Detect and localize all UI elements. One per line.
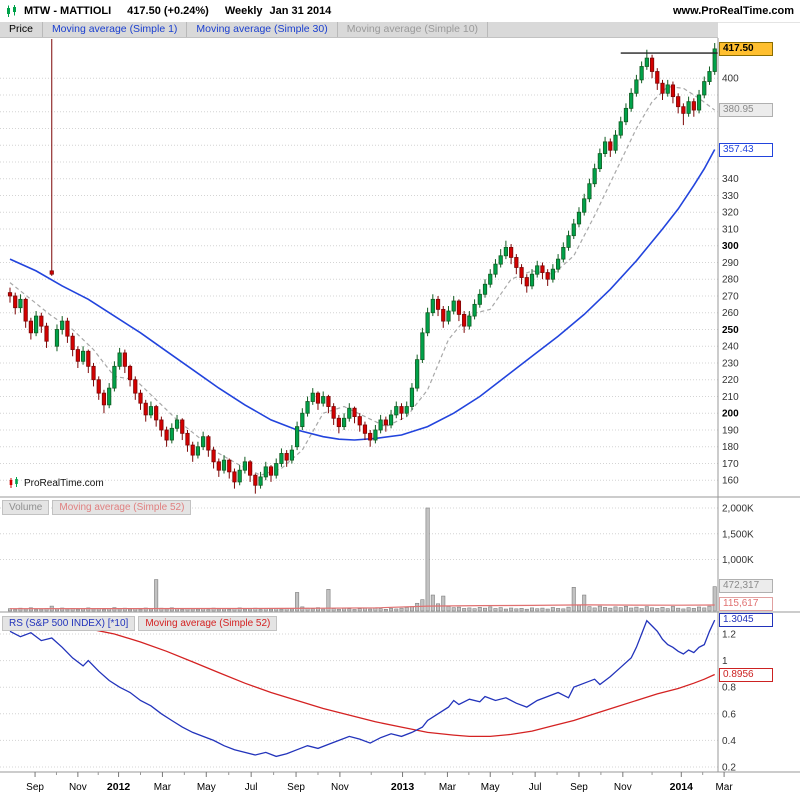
legend-ma-simple-30[interactable]: Moving average (Simple 30): [187, 22, 338, 37]
svg-text:2014: 2014: [670, 781, 694, 793]
ma10-line: [9, 85, 716, 476]
svg-text:330: 330: [722, 191, 739, 202]
svg-text:400: 400: [722, 74, 739, 85]
svg-text:1,500K: 1,500K: [722, 529, 754, 540]
svg-text:Sep: Sep: [26, 782, 44, 793]
volume-bars: [8, 507, 717, 612]
volume-ma-value-box: 115,617: [719, 597, 773, 611]
volume-ma-line: [9, 604, 715, 610]
svg-text:Nov: Nov: [69, 782, 87, 793]
rs-ma-line: [9, 625, 715, 738]
x-axis: Sep Nov 2012 Mar May Jul Sep Nov 2013 Mar May Jul Se…: [26, 772, 733, 793]
right-axis-labels: 160 170 180 190 200 210 220 230 240 250 260 270 280 2…: [722, 74, 754, 774]
ma30-value-box: 357.43: [719, 143, 773, 157]
svg-text:0.2: 0.2: [722, 763, 736, 774]
symbol-title: MTW - MATTIOLI: [24, 5, 112, 17]
pane-separators: [0, 21, 800, 773]
price-pane-legend: Price Moving average (Simple 1) Moving a…: [0, 22, 718, 38]
ma30-line: [9, 149, 716, 441]
svg-text:2013: 2013: [391, 781, 415, 793]
candlestick-icon: [5, 4, 19, 18]
legend-rs-ma-simple-52[interactable]: Moving average (Simple 52): [138, 616, 278, 631]
volume-value-box: 472,317: [719, 579, 773, 593]
ma10-value-box: 380.95: [719, 103, 773, 117]
svg-text:280: 280: [722, 275, 739, 286]
timeframe-label: Weekly: [224, 5, 263, 17]
legend-rs-sp500[interactable]: RS (S&P 500 INDEX) [*10]: [2, 616, 136, 631]
svg-text:190: 190: [722, 425, 739, 436]
svg-text:230: 230: [722, 358, 739, 369]
svg-text:1.2: 1.2: [722, 630, 736, 641]
svg-text:320: 320: [722, 208, 739, 219]
svg-text:160: 160: [722, 476, 739, 487]
svg-text:Jul: Jul: [245, 782, 258, 793]
svg-text:210: 210: [722, 392, 739, 403]
svg-text:0.8: 0.8: [722, 683, 736, 694]
legend-ma-simple-10[interactable]: Moving average (Simple 10): [338, 22, 489, 37]
svg-text:2012: 2012: [107, 781, 131, 793]
svg-text:Sep: Sep: [287, 782, 305, 793]
legend-volume-ma-simple-52[interactable]: Moving average (Simple 52): [52, 500, 192, 515]
legend-ma-simple-1[interactable]: Moving average (Simple 1): [43, 22, 188, 37]
last-price-change: 417.50 (+0.24%): [127, 5, 209, 17]
svg-text:170: 170: [722, 459, 739, 470]
last-price-box: 417.50: [719, 42, 773, 56]
rs-line: [9, 619, 716, 758]
svg-text:1,000K: 1,000K: [722, 555, 754, 566]
svg-text:290: 290: [722, 258, 739, 269]
prorealtime-logo-icon: [9, 477, 18, 488]
watermark-text: ProRealTime.com: [24, 477, 104, 489]
rs-ma-value-box: 0.8956: [719, 668, 773, 682]
svg-text:270: 270: [722, 291, 739, 302]
svg-text:250: 250: [722, 325, 739, 336]
svg-text:Nov: Nov: [614, 782, 632, 793]
svg-text:340: 340: [722, 174, 739, 185]
rs-value-box: 1.3045: [719, 613, 773, 627]
svg-text:240: 240: [722, 342, 739, 353]
svg-text:Mar: Mar: [439, 782, 457, 793]
svg-text:0.4: 0.4: [722, 736, 736, 747]
volume-pane-legend: Volume Moving average (Simple 52): [2, 500, 194, 515]
svg-text:300: 300: [722, 241, 739, 252]
svg-text:0.6: 0.6: [722, 709, 736, 720]
svg-text:1: 1: [722, 656, 728, 667]
legend-volume[interactable]: Volume: [2, 500, 50, 515]
rs-pane-legend: RS (S&P 500 INDEX) [*10] Moving average …: [2, 616, 280, 631]
date-label: Jan 31 2014: [269, 5, 332, 17]
svg-text:Sep: Sep: [570, 782, 588, 793]
svg-text:260: 260: [722, 308, 739, 319]
svg-text:May: May: [481, 782, 500, 793]
svg-text:2,000K: 2,000K: [722, 504, 754, 515]
svg-text:220: 220: [722, 375, 739, 386]
legend-price[interactable]: Price: [0, 22, 43, 37]
svg-text:Mar: Mar: [715, 782, 733, 793]
svg-text:310: 310: [722, 224, 739, 235]
site-url: www.ProRealTime.com: [672, 5, 794, 17]
candles: [7, 39, 717, 494]
svg-text:180: 180: [722, 442, 739, 453]
svg-text:Mar: Mar: [154, 782, 172, 793]
svg-text:May: May: [197, 782, 216, 793]
chart-header: MTW - MATTIOLI 417.50 (+0.24%) Weekly Ja…: [0, 0, 800, 22]
svg-text:200: 200: [722, 409, 739, 420]
svg-text:Jul: Jul: [529, 782, 542, 793]
svg-text:Nov: Nov: [331, 782, 349, 793]
watermark: ProRealTime.com: [8, 477, 104, 489]
